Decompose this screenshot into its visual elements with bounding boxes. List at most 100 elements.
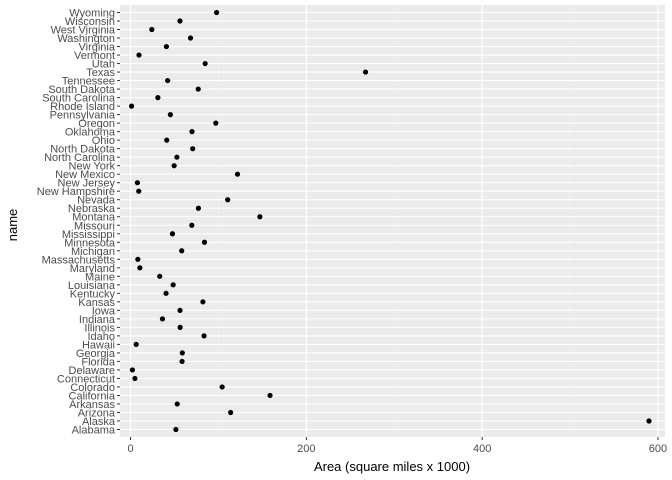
- y-tick-label: Alaska: [82, 416, 116, 428]
- data-point: [149, 26, 155, 33]
- y-tick-label: Kansas: [78, 297, 115, 309]
- data-point: [190, 146, 196, 152]
- y-tick-label: Louisiana: [68, 280, 116, 292]
- y-tick-label: South Carolina: [42, 93, 116, 105]
- x-tick-label: 400: [473, 443, 491, 455]
- y-tick-label: New Mexico: [55, 169, 115, 181]
- y-tick-label: Indiana: [79, 314, 116, 326]
- x-axis-title: Area (square miles x 1000): [314, 459, 470, 474]
- y-tick-label: Iowa: [92, 305, 116, 317]
- data-point: [174, 154, 180, 160]
- y-tick-label: Minnesota: [64, 237, 116, 249]
- y-tick-label: Alabama: [72, 425, 116, 437]
- y-tick-label: Nebraska: [68, 203, 116, 215]
- y-tick-label: West Virginia: [51, 25, 116, 37]
- data-point: [362, 69, 369, 75]
- y-tick-label: Rhode Island: [50, 101, 115, 113]
- y-tick-label: New Hampshire: [37, 186, 115, 198]
- y-tick-label: Florida: [81, 356, 116, 368]
- data-point: [169, 231, 176, 237]
- data-point: [189, 129, 195, 135]
- y-tick-label: North Carolina: [44, 152, 116, 164]
- y-tick-label: New Jersey: [58, 178, 116, 190]
- y-tick-label: Arkansas: [69, 399, 115, 411]
- data-point: [257, 214, 263, 220]
- data-point: [200, 299, 206, 305]
- data-point: [195, 205, 202, 211]
- data-point: [179, 350, 185, 356]
- data-point: [129, 103, 135, 109]
- y-tick-label: Michigan: [71, 246, 115, 258]
- y-tick-label: Washington: [57, 33, 115, 45]
- y-tick-label: North Dakota: [50, 144, 116, 156]
- y-tick-label: Oklahoma: [65, 127, 116, 139]
- data-point: [179, 248, 185, 254]
- y-tick-label: Ohio: [92, 135, 115, 147]
- y-tick-label: Arizona: [78, 407, 116, 419]
- y-tick-label: California: [69, 390, 116, 402]
- y-tick-label: Montana: [72, 212, 116, 224]
- data-point: [135, 256, 141, 262]
- data-point: [155, 95, 161, 101]
- data-point: [163, 290, 169, 296]
- data-point: [228, 409, 234, 416]
- data-point: [136, 52, 142, 58]
- y-axis-ticks: AlabamaAlaskaArizonaArkansasCaliforniaCo…: [37, 8, 120, 437]
- y-tick-label: Tennessee: [62, 76, 115, 88]
- data-point: [189, 222, 195, 228]
- plot-panel: [120, 5, 665, 437]
- data-point: [164, 137, 170, 143]
- y-tick-label: Georgia: [76, 348, 116, 360]
- y-tick-label: Maryland: [70, 263, 115, 275]
- y-tick-label: Hawaii: [82, 339, 115, 351]
- data-point: [202, 60, 208, 67]
- y-tick-label: Illinois: [84, 322, 115, 334]
- y-tick-label: Maine: [85, 271, 115, 283]
- x-tick-label: 200: [297, 443, 315, 455]
- data-point: [174, 401, 180, 407]
- y-tick-label: Colorado: [70, 382, 115, 394]
- data-point: [134, 180, 141, 186]
- data-point: [195, 86, 201, 92]
- data-point: [170, 282, 176, 288]
- y-tick-label: Utah: [92, 59, 115, 71]
- y-axis-title: name: [5, 209, 20, 242]
- data-point: [187, 35, 194, 41]
- y-tick-label: Mississippi: [62, 229, 115, 241]
- y-tick-label: New York: [69, 161, 116, 173]
- data-point: [225, 197, 231, 203]
- y-tick-label: Massachusetts: [42, 254, 116, 266]
- data-point: [133, 341, 139, 347]
- data-point: [157, 273, 163, 279]
- data-point: [132, 375, 138, 382]
- y-tick-label: Texas: [86, 67, 115, 79]
- data-point: [267, 392, 273, 399]
- data-point: [219, 384, 225, 390]
- data-point: [171, 163, 177, 169]
- data-point: [167, 112, 173, 118]
- data-point: [177, 307, 183, 313]
- data-point: [173, 426, 179, 433]
- y-tick-label: Virginia: [79, 42, 116, 54]
- x-axis-ticks: 0 200 400 600: [127, 437, 667, 455]
- data-point: [179, 358, 185, 365]
- data-point: [201, 333, 207, 339]
- data-point: [136, 188, 142, 194]
- data-point: [234, 171, 241, 177]
- y-tick-label: Pennsylvania: [50, 110, 116, 122]
- data-point: [177, 324, 183, 330]
- x-tick-label: 0: [127, 443, 133, 455]
- data-point: [137, 265, 143, 271]
- y-tick-label: Nevada: [77, 195, 116, 207]
- data-point: [214, 9, 220, 16]
- y-tick-label: South Dakota: [48, 84, 116, 96]
- data-points: [129, 9, 652, 433]
- y-tick-label: Idaho: [87, 331, 115, 343]
- y-tick-label: Vermont: [74, 50, 115, 62]
- y-tick-label: Wyoming: [69, 8, 115, 20]
- y-tick-label: Missouri: [74, 220, 115, 232]
- y-tick-label: Oregon: [78, 118, 115, 130]
- data-point: [646, 418, 652, 424]
- data-point: [201, 239, 208, 245]
